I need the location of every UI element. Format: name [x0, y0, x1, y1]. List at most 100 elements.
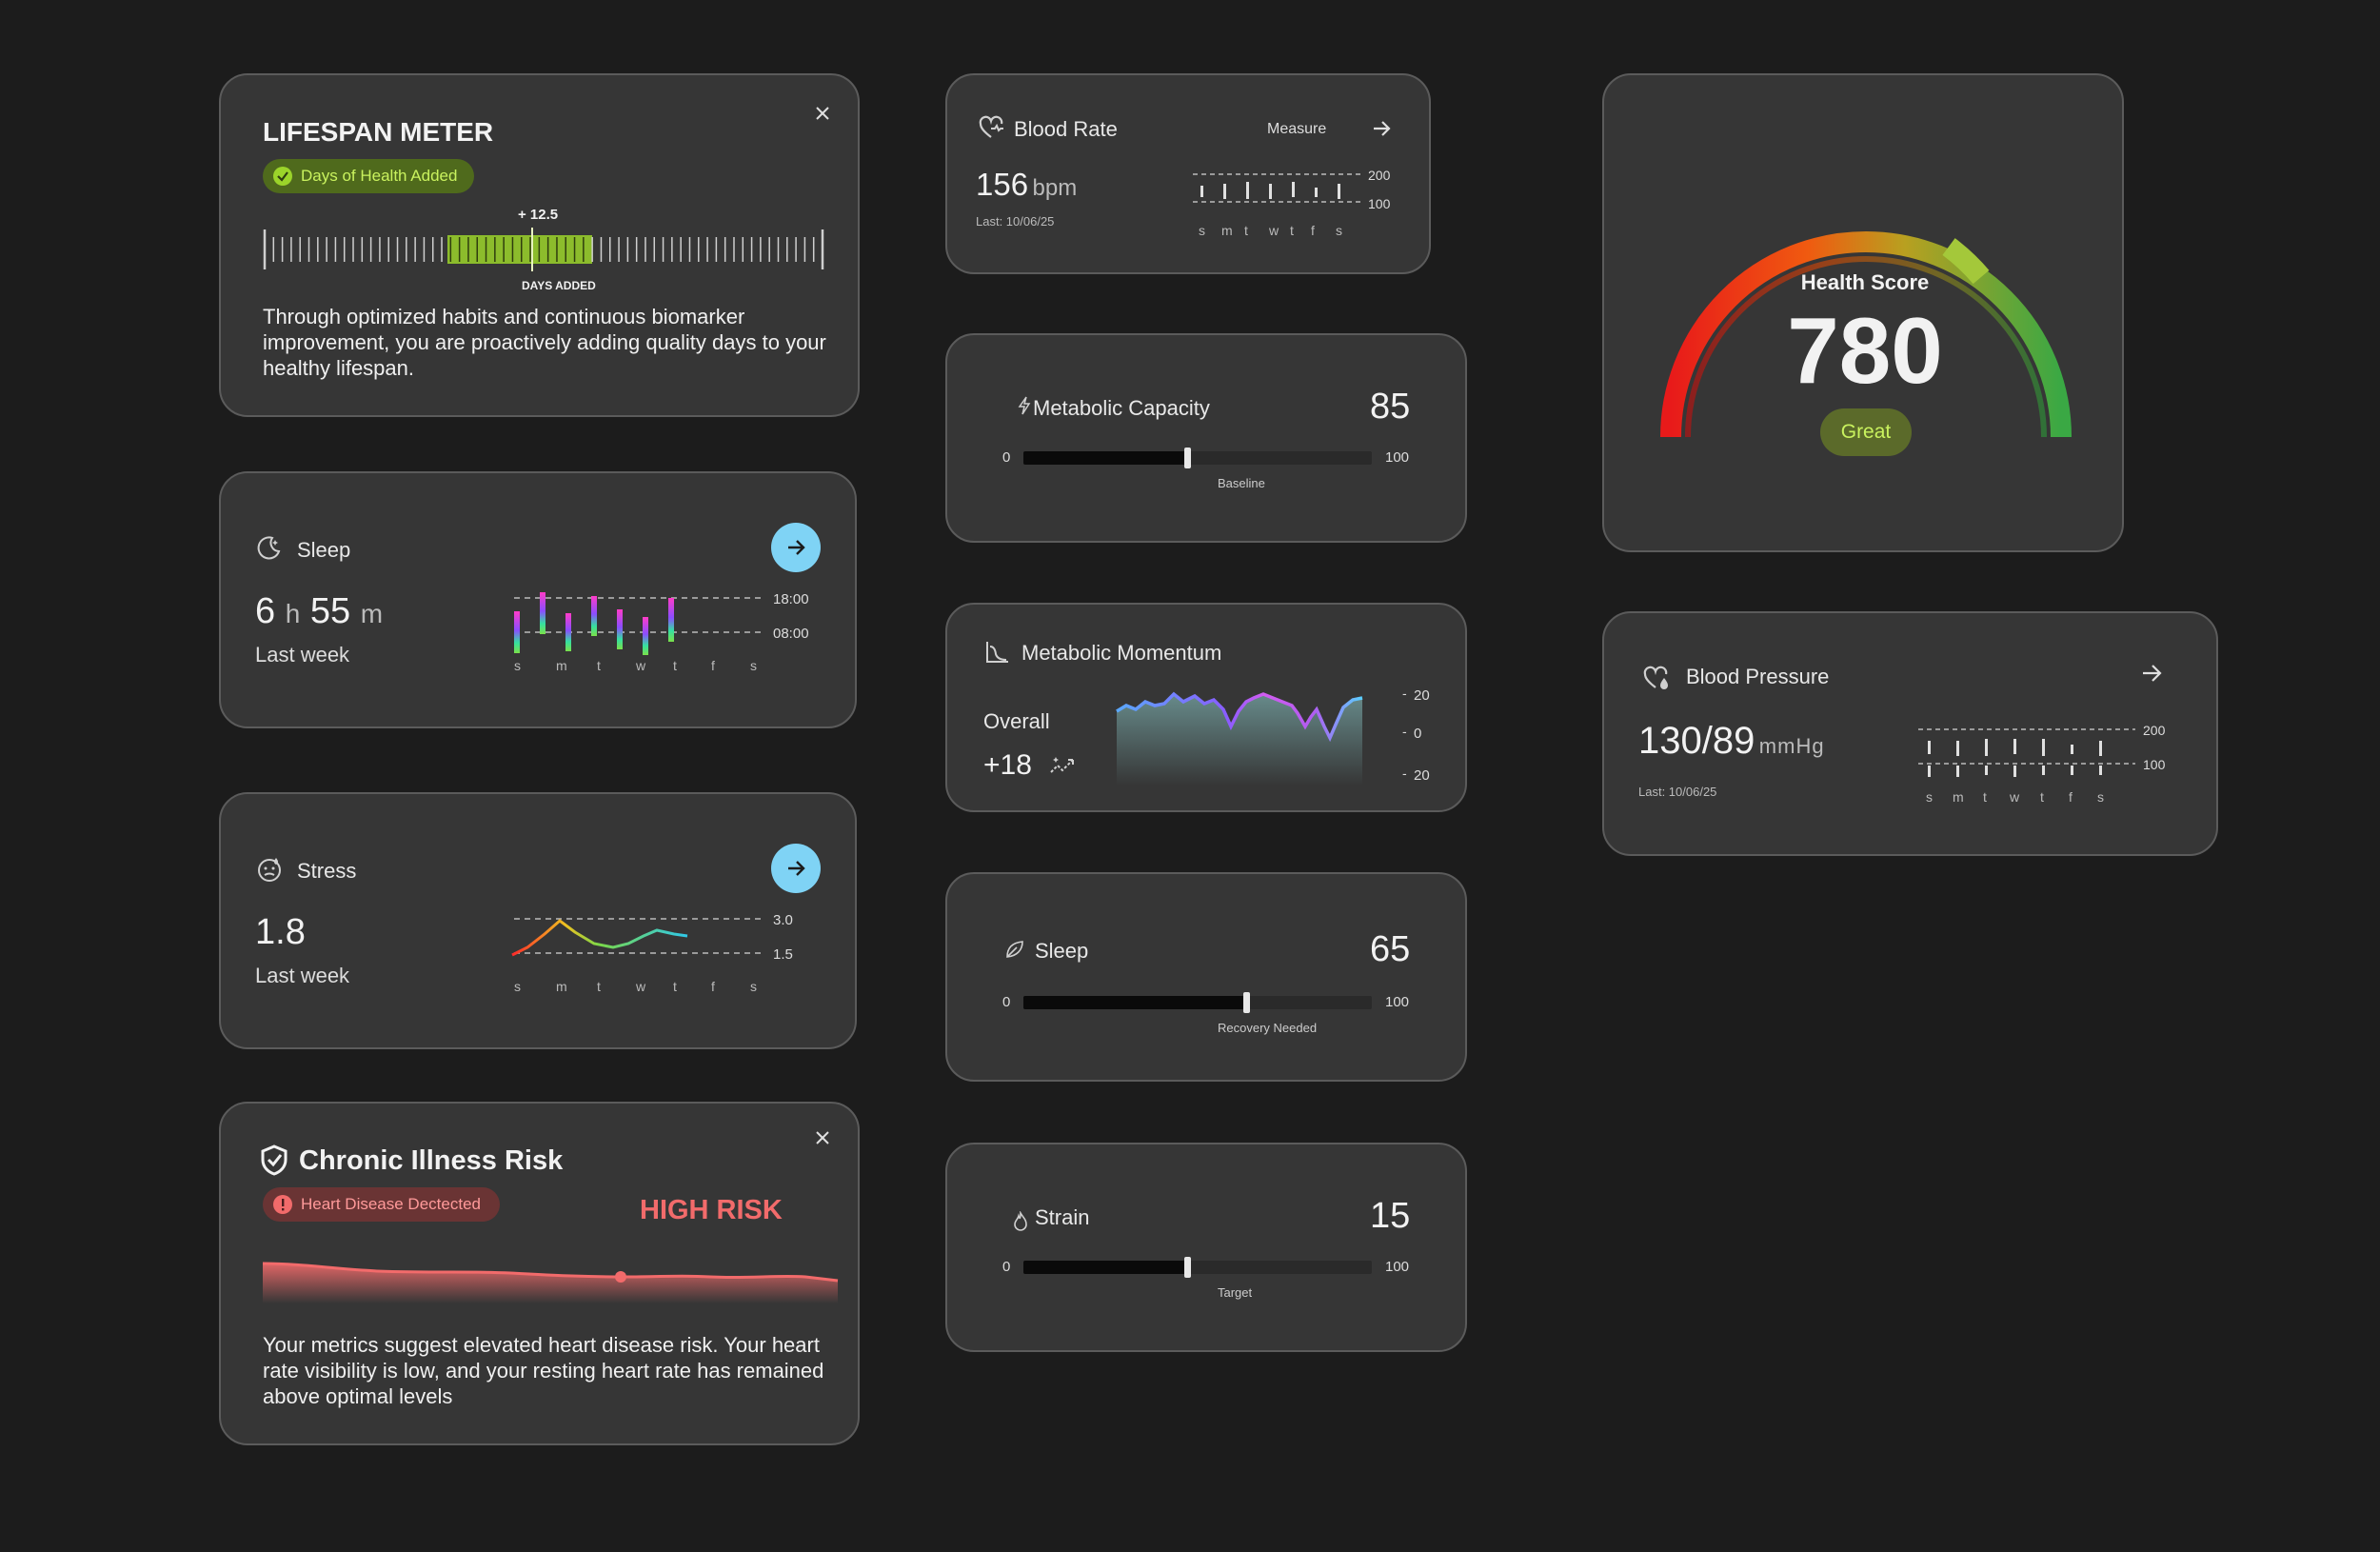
strain-value: 15: [1370, 1196, 1411, 1236]
metabolic-momentum-title: Metabolic Momentum: [1021, 641, 1222, 665]
bolt-icon: [1018, 396, 1031, 420]
sleep-duration: 6 h 55 m: [255, 591, 383, 632]
chronic-description: Your metrics suggest elevated heart dise…: [263, 1333, 824, 1408]
stress-period: Last week: [255, 964, 350, 987]
blood-pressure-day-label: t: [1983, 789, 1987, 805]
measure-link[interactable]: Measure: [1267, 121, 1327, 137]
momentum-axis-top: 20: [1414, 687, 1430, 704]
blood-pressure-day-label: w: [2009, 789, 2020, 805]
heart-drop-icon: [1642, 665, 1671, 696]
strain-max: 100: [1385, 1259, 1410, 1275]
blood-pressure-card: Blood Pressure 130/89 mmHg Last: 10/06/2…: [1602, 611, 2218, 856]
stress-card[interactable]: Stress 1.8 Last week 3.0 1.5 s m t w t f…: [219, 792, 857, 1049]
stress-line: [511, 919, 688, 957]
momentum-value: +18: [983, 749, 1032, 781]
blood-pressure-chart: 200 100 s m t w t f s: [1918, 723, 2166, 805]
sleep-hours: 6: [255, 591, 276, 631]
blood-pressure-title: Blood Pressure: [1686, 665, 1830, 688]
blood-rate-last: Last: 10/06/25: [976, 214, 1055, 229]
stress-day-label: t: [597, 979, 601, 994]
strain-title: Strain: [1035, 1205, 1090, 1229]
strain-marker: [1184, 1257, 1192, 1278]
blood-rate-day-label: s: [1336, 223, 1342, 238]
sleep-recovery-card: Sleep 65 0 100 Recovery Needed: [945, 872, 1467, 1082]
sleep-day-label: t: [673, 658, 677, 673]
sleep-recovery-marker: [1243, 992, 1251, 1013]
blood-pressure-day-label: s: [1926, 789, 1933, 805]
risk-trend-marker: [615, 1271, 626, 1283]
sleep-day-labels: s m t w t f s: [514, 658, 757, 673]
stress-value: 1.8: [255, 912, 306, 952]
strain-card: Strain 15 0 100 Target: [945, 1143, 1467, 1352]
sleep-recovery-max: 100: [1385, 994, 1410, 1010]
blood-pressure-mark: [2099, 766, 2102, 775]
metabolic-capacity-track: [1023, 448, 1372, 468]
sleep-title: Sleep: [297, 538, 351, 562]
sleep-line-bottom: 08:00: [773, 626, 809, 642]
sleep-minutes-unit: m: [360, 599, 384, 628]
blood-rate-day-label: s: [1199, 223, 1205, 238]
close-icon[interactable]: [811, 1126, 834, 1149]
blood-pressure-value: 130/89: [1638, 720, 1755, 762]
blood-rate-value-row: 156 bpm: [976, 167, 1077, 203]
blood-rate-day-label: t: [1290, 223, 1294, 238]
stress-day-label: w: [635, 979, 646, 994]
sleep-bar-sat: [668, 598, 674, 642]
momentum-axis-dash: -: [1402, 686, 1407, 701]
lifespan-title: LIFESPAN METER: [263, 117, 494, 147]
sleep-day-label: m: [556, 658, 567, 673]
sleep-card[interactable]: Sleep 6 h 55 m Last week 18:00 08:00 s m…: [219, 471, 857, 728]
sleep-minutes: 55: [309, 591, 351, 631]
risk-trend-chart: [263, 1262, 839, 1303]
sleep-recovery-marker-label: Recovery Needed: [1218, 1021, 1318, 1035]
sleep-bar-mon: [540, 592, 545, 634]
sleep-arrow-button[interactable]: [771, 523, 821, 572]
blood-rate-mark: [1292, 182, 1295, 197]
blood-rate-unit: bpm: [1032, 175, 1078, 201]
strain-marker-label: Target: [1218, 1285, 1253, 1300]
metabolic-capacity-marker: [1184, 448, 1192, 468]
alert-circle-icon: [273, 1195, 292, 1214]
blood-pressure-mark: [2042, 739, 2045, 756]
sleep-hours-unit: h: [285, 599, 301, 628]
blood-pressure-line-top: 200: [2143, 723, 2166, 738]
heart-disease-badge-label: Heart Disease Dectected: [301, 1195, 481, 1213]
blood-rate-chart: 200 100 s m t w t f s: [1193, 168, 1391, 238]
metabolic-capacity-title: Metabolic Capacity: [1033, 396, 1210, 420]
growth-chart-icon: [983, 639, 1010, 670]
sleep-day-label: f: [711, 658, 715, 673]
blood-pressure-arrow-icon[interactable]: [2139, 661, 2164, 690]
blood-pressure-mark: [2042, 766, 2045, 775]
stress-arrow-button[interactable]: [771, 844, 821, 893]
blood-pressure-line-bottom: 100: [2143, 757, 2166, 772]
momentum-axis-mid: 0: [1414, 726, 1421, 742]
blood-pressure-mark: [1985, 766, 1988, 775]
chronic-title: Chronic Illness Risk: [299, 1145, 564, 1176]
leaf-icon: [1004, 939, 1025, 965]
blood-rate-mark: [1315, 188, 1318, 197]
sleep-bar-tue: [565, 613, 571, 651]
stress-chart: 3.0 1.5 s m t w t f s: [511, 912, 793, 994]
stress-day-label: t: [673, 979, 677, 994]
stress-day-label: f: [711, 979, 715, 994]
measure-arrow-icon[interactable]: [1370, 117, 1393, 145]
stress-title: Stress: [297, 859, 357, 883]
health-score-rating: Great: [1820, 408, 1912, 456]
momentum-axis-bottom: 20: [1414, 767, 1430, 784]
blood-pressure-day-label: m: [1953, 789, 1964, 805]
blood-rate-mark: [1269, 184, 1272, 199]
blood-pressure-mark: [1928, 766, 1931, 777]
stress-day-labels: s m t w t f s: [514, 979, 757, 994]
chronic-illness-card: Chronic Illness Risk Heart Disease Decte…: [219, 1102, 860, 1445]
arrow-right-icon: [788, 861, 805, 876]
blood-pressure-last: Last: 10/06/25: [1638, 785, 1717, 799]
metabolic-capacity-min: 0: [1002, 449, 1011, 466]
blood-pressure-day-label: f: [2069, 789, 2073, 805]
close-icon[interactable]: [811, 102, 834, 125]
sleep-recovery-track: [1023, 992, 1372, 1013]
blood-rate-line-top: 200: [1368, 168, 1391, 183]
stress-line-bottom: 1.5: [773, 946, 793, 963]
lifespan-axis-label: DAYS ADDED: [522, 279, 596, 292]
lifespan-meter-ruler: [263, 228, 824, 271]
blood-rate-day-label: t: [1244, 223, 1248, 238]
